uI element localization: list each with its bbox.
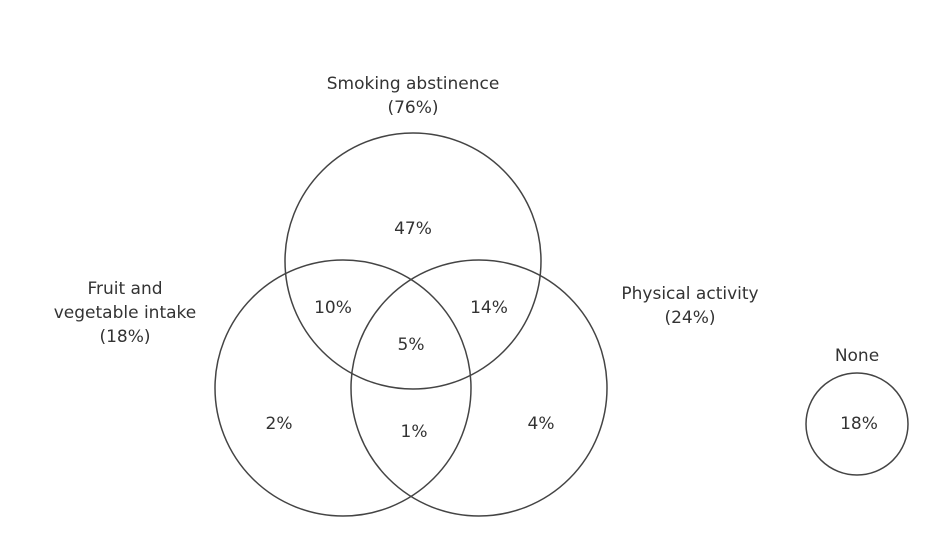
- label-none: None: [797, 344, 917, 368]
- value-smoking-only: 47%: [394, 219, 432, 239]
- label-fruit-line2: vegetable intake: [53, 303, 197, 323]
- circle-smoking-abstinence: [284, 132, 542, 390]
- label-fruit-total: (18%): [99, 327, 151, 347]
- value-none: 18%: [840, 414, 878, 434]
- value-smoking-physical: 14%: [470, 298, 508, 318]
- label-smoking-name: Smoking abstinence: [326, 74, 500, 94]
- circle-fruit-vegetable: [214, 259, 472, 517]
- label-fruit-vegetable: Fruit and vegetable intake (18%): [0, 277, 250, 349]
- value-all-three: 5%: [397, 335, 425, 355]
- label-none-name: None: [834, 346, 880, 366]
- label-smoking-total: (76%): [387, 98, 439, 118]
- label-smoking-abstinence: Smoking abstinence (76%): [263, 72, 563, 120]
- value-physical-only: 4%: [527, 414, 555, 434]
- value-smoking-fruit: 10%: [314, 298, 352, 318]
- label-physical-total: (24%): [664, 308, 716, 328]
- label-fruit-line1: Fruit and: [87, 279, 163, 299]
- value-fruit-physical: 1%: [400, 422, 428, 442]
- label-physical-name: Physical activity: [621, 284, 759, 304]
- circle-physical-activity: [350, 259, 608, 517]
- value-fruit-only: 2%: [265, 414, 293, 434]
- circle-none: [805, 372, 909, 476]
- label-physical-activity: Physical activity (24%): [565, 282, 815, 330]
